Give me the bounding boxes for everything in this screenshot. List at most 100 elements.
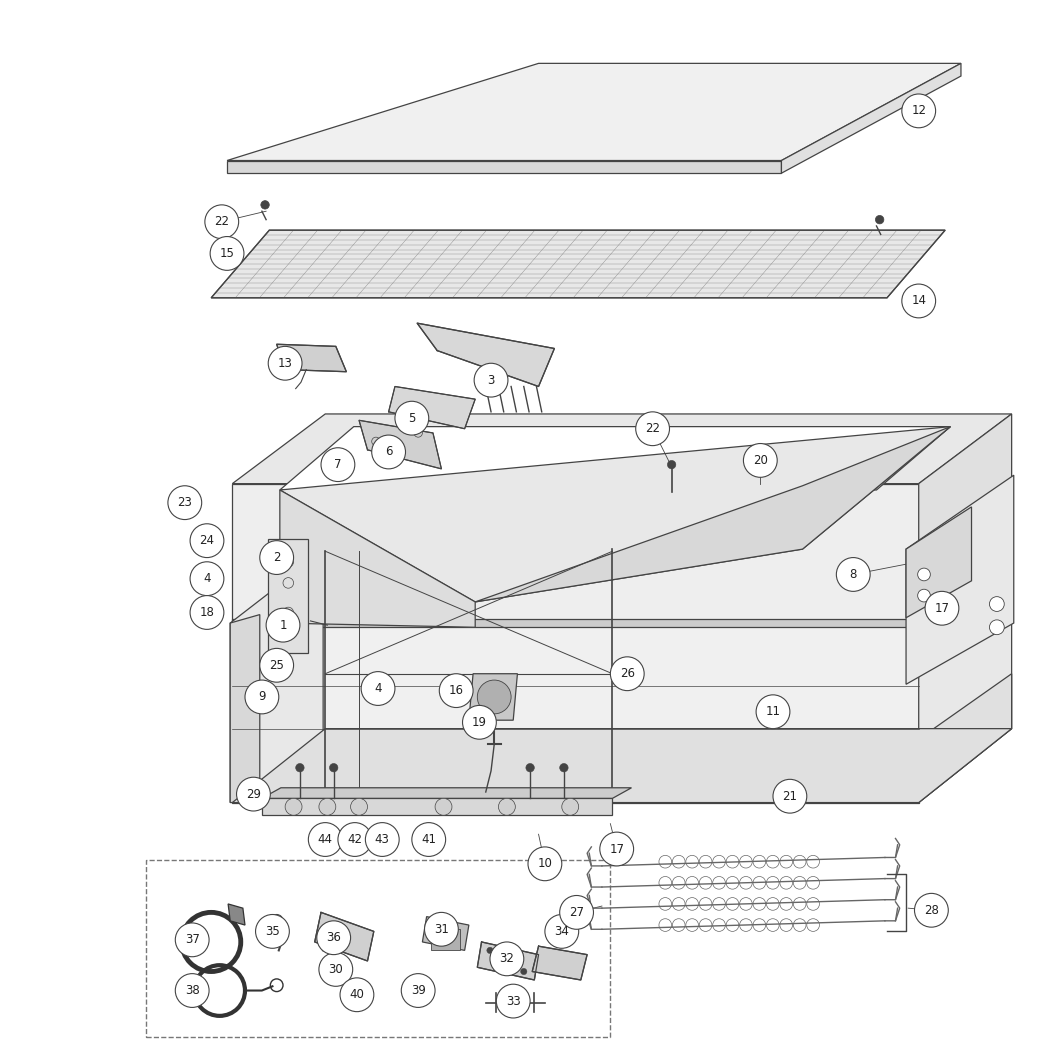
Circle shape: [168, 486, 202, 520]
Circle shape: [256, 914, 289, 948]
Polygon shape: [315, 912, 374, 961]
Text: 22: 22: [645, 422, 660, 435]
Circle shape: [477, 680, 511, 714]
Circle shape: [528, 847, 562, 881]
Circle shape: [175, 923, 209, 957]
Circle shape: [918, 589, 930, 602]
Polygon shape: [280, 427, 950, 490]
Polygon shape: [919, 674, 1012, 803]
Circle shape: [610, 657, 644, 691]
Polygon shape: [232, 625, 919, 803]
Text: 43: 43: [375, 833, 390, 846]
Text: 21: 21: [782, 790, 797, 803]
Polygon shape: [211, 230, 945, 298]
Circle shape: [902, 94, 936, 128]
Text: 12: 12: [911, 105, 926, 117]
Text: 25: 25: [269, 659, 284, 672]
Polygon shape: [781, 63, 961, 173]
Circle shape: [190, 524, 224, 558]
Circle shape: [412, 823, 446, 856]
Circle shape: [237, 777, 270, 811]
Circle shape: [338, 823, 372, 856]
Polygon shape: [227, 161, 781, 173]
Polygon shape: [268, 539, 308, 653]
Circle shape: [433, 921, 458, 946]
Circle shape: [245, 680, 279, 714]
Circle shape: [401, 974, 435, 1007]
Circle shape: [260, 648, 294, 682]
Circle shape: [498, 798, 515, 815]
Circle shape: [395, 401, 429, 435]
Text: 6: 6: [384, 446, 393, 458]
Circle shape: [372, 435, 406, 469]
Circle shape: [261, 201, 269, 209]
Circle shape: [340, 978, 374, 1012]
Circle shape: [296, 763, 304, 772]
Circle shape: [773, 779, 807, 813]
Text: 33: 33: [506, 995, 521, 1007]
Circle shape: [210, 237, 244, 270]
Text: 13: 13: [278, 357, 293, 370]
Circle shape: [600, 832, 634, 866]
Circle shape: [918, 568, 930, 581]
Circle shape: [435, 798, 452, 815]
Circle shape: [439, 674, 473, 708]
Circle shape: [490, 942, 524, 976]
Circle shape: [743, 444, 777, 477]
Polygon shape: [475, 427, 950, 602]
Text: 16: 16: [449, 684, 464, 697]
Text: 14: 14: [911, 295, 926, 307]
Circle shape: [474, 363, 508, 397]
Polygon shape: [228, 904, 245, 925]
Text: 22: 22: [214, 215, 229, 228]
Circle shape: [521, 968, 527, 975]
Circle shape: [351, 798, 367, 815]
Text: 32: 32: [499, 953, 514, 965]
Circle shape: [205, 205, 239, 239]
Text: 24: 24: [200, 534, 214, 547]
Text: 19: 19: [472, 716, 487, 729]
Polygon shape: [232, 619, 919, 627]
Text: 11: 11: [766, 705, 780, 718]
Text: 23: 23: [177, 496, 192, 509]
Text: 26: 26: [620, 667, 635, 680]
Polygon shape: [232, 729, 1012, 803]
Text: 29: 29: [246, 788, 261, 800]
Circle shape: [308, 823, 342, 856]
Circle shape: [562, 798, 579, 815]
Circle shape: [902, 284, 936, 318]
Polygon shape: [906, 507, 972, 618]
Text: 35: 35: [265, 925, 280, 938]
Text: 9: 9: [258, 691, 266, 703]
Circle shape: [526, 763, 534, 772]
Text: 17: 17: [609, 843, 624, 855]
Circle shape: [266, 608, 300, 642]
Circle shape: [321, 448, 355, 482]
Circle shape: [317, 921, 351, 955]
Circle shape: [925, 591, 959, 625]
Polygon shape: [906, 475, 1014, 684]
Polygon shape: [477, 942, 539, 980]
Text: 20: 20: [753, 454, 768, 467]
Circle shape: [190, 562, 224, 596]
Circle shape: [989, 597, 1004, 611]
Polygon shape: [230, 551, 323, 803]
Text: 38: 38: [185, 984, 200, 997]
Polygon shape: [469, 674, 517, 720]
Text: 3: 3: [488, 374, 494, 386]
Circle shape: [545, 914, 579, 948]
Text: 34: 34: [554, 925, 569, 938]
Text: 36: 36: [326, 931, 341, 944]
Circle shape: [425, 912, 458, 946]
Polygon shape: [417, 323, 554, 386]
Polygon shape: [262, 798, 612, 815]
Circle shape: [875, 215, 884, 224]
Circle shape: [487, 947, 493, 954]
Text: 28: 28: [924, 904, 939, 917]
Text: 2: 2: [272, 551, 281, 564]
Polygon shape: [422, 917, 469, 950]
Text: 31: 31: [434, 923, 449, 936]
Text: 41: 41: [421, 833, 436, 846]
Polygon shape: [277, 344, 346, 372]
Text: 42: 42: [347, 833, 362, 846]
